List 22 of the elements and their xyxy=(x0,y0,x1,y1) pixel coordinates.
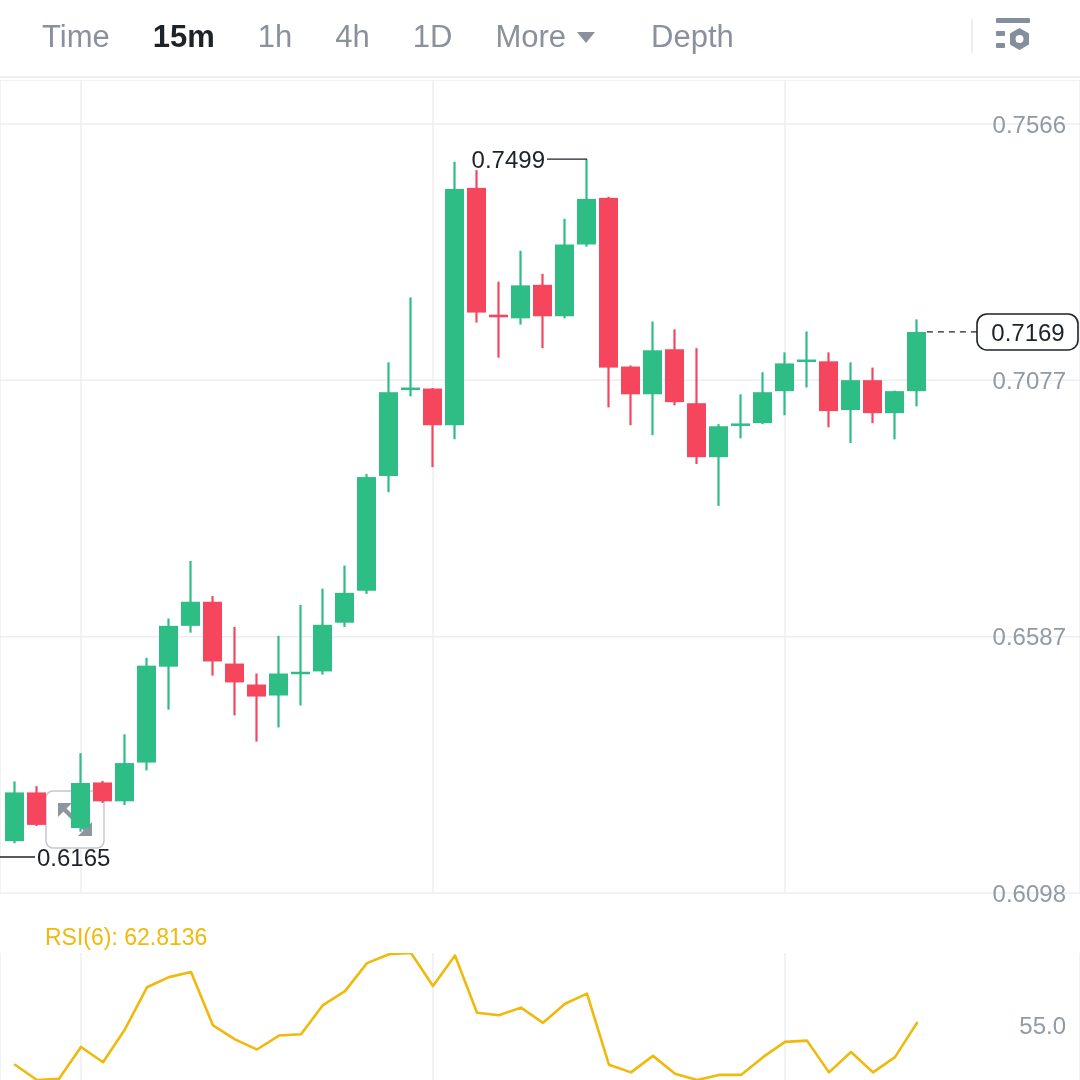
text: More xyxy=(495,19,567,55)
y-tick-label: 0.7077 xyxy=(992,366,1066,394)
text: Time xyxy=(42,19,110,55)
candlestick xyxy=(93,779,112,804)
candlestick xyxy=(247,672,266,743)
text: 55.0 xyxy=(1019,1012,1066,1040)
y-tick-label: 0.7566 xyxy=(992,110,1066,138)
chart-title: RSI(6): 62.8136 xyxy=(45,923,208,951)
y-tick-label: 0.6098 xyxy=(992,879,1066,907)
text: 15m xyxy=(152,19,215,55)
y-tick-label: 0.6587 xyxy=(992,623,1066,651)
annotation: 0.6165 xyxy=(37,843,111,871)
text: Depth xyxy=(651,19,734,55)
candlestick xyxy=(731,393,750,440)
annotation: 0.7499 xyxy=(471,145,545,173)
candlestick xyxy=(225,625,244,717)
text: 4h xyxy=(335,19,370,55)
ref-line-label: 0.7169 xyxy=(991,318,1065,346)
candlestick xyxy=(885,389,904,441)
text: 1h xyxy=(257,19,293,55)
text: 1D xyxy=(412,19,453,55)
candlestick xyxy=(269,634,288,729)
